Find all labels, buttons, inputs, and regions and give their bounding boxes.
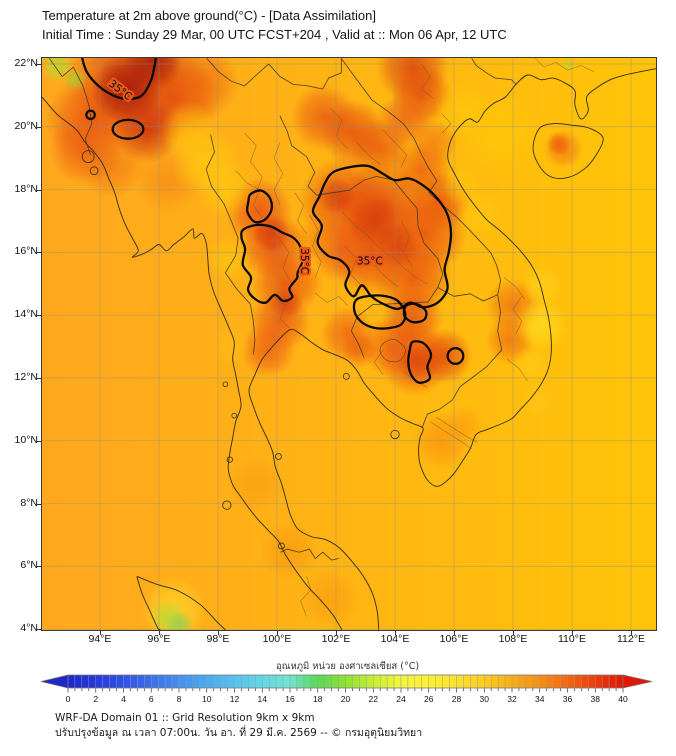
colorbar-tick-label: 38 <box>591 694 601 704</box>
header: Temperature at 2m above ground(°C) - [Da… <box>42 6 507 44</box>
lon-tickmark <box>158 631 160 635</box>
colorbar-right-arrow <box>622 674 653 689</box>
lat-tickmark <box>37 63 41 65</box>
lat-tickmark <box>37 440 41 442</box>
map-subtitle: Initial Time : Sunday 29 Mar, 00 UTC FCS… <box>42 27 507 42</box>
colorbar-tick-label: 12 <box>230 694 240 704</box>
coastlines <box>42 68 656 630</box>
lon-tick-label: 96°E <box>147 633 171 645</box>
lon-tickmark <box>571 631 573 635</box>
lat-tickmark <box>37 377 41 379</box>
contour-35c: 35°C35°C 35°C <box>81 58 465 384</box>
lon-tick-label: 98°E <box>206 633 230 645</box>
lon-tick-label: 104°E <box>380 633 410 645</box>
colorbar-tick-label: 20 <box>341 694 351 704</box>
footer-model-info: WRF-DA Domain 01 :: Grid Resolution 9km … <box>55 712 315 724</box>
lat-tick-label: 12°N <box>14 370 38 383</box>
lon-tickmark <box>394 631 396 635</box>
colorbar-tick-label: 26 <box>424 694 434 704</box>
colorbar-tick-label: 34 <box>535 694 545 704</box>
colorbar-tick-label: 40 <box>618 694 628 704</box>
temperature-heatmap-canvas <box>42 58 656 630</box>
lat-tick-label: 4°N <box>20 622 38 635</box>
map-overlay-svg: 35°C35°C 35°C <box>42 58 656 630</box>
footer: WRF-DA Domain 01 :: Grid Resolution 9km … <box>55 711 422 741</box>
contour-label: 35°C <box>357 255 383 267</box>
lat-tick-label: 20°N <box>14 119 38 132</box>
colorbar-tick-label: 16 <box>285 694 295 704</box>
lon-tickmark <box>217 631 219 635</box>
colorbar-title: อุณหภูมิ หน่วย องศาเซลเซียส (°C) <box>275 661 420 672</box>
lat-tick-label: 16°N <box>14 245 38 258</box>
map-title: Temperature at 2m above ground(°C) - [Da… <box>42 8 376 23</box>
map-frame: 35°C 35°C 35°C <box>41 57 657 631</box>
lat-tickmark <box>37 252 41 254</box>
colorbar-tick-label: 36 <box>563 694 573 704</box>
lat-tick-label: 22°N <box>14 56 38 69</box>
lon-tick-label: 106°E <box>439 633 469 645</box>
colorbar-tick-label: 0 <box>66 694 71 704</box>
colorbar-tick-label: 14 <box>258 694 268 704</box>
lat-tickmark <box>37 126 41 128</box>
lon-tickmark <box>512 631 514 635</box>
graticule <box>42 58 656 630</box>
lon-tick-label: 108°E <box>498 633 528 645</box>
lake-outline <box>379 339 406 363</box>
lon-tickmark <box>99 631 101 635</box>
country-borders <box>48 58 517 561</box>
colorbar-tick-label: 10 <box>202 694 212 704</box>
lon-tickmark <box>276 631 278 635</box>
lat-tick-label: 6°N <box>20 559 38 572</box>
footer-update-info: ปรับปรุงข้อมูล ณ เวลา 07:00น. วัน อา. ที… <box>55 727 423 739</box>
colorbar-tick-label: 24 <box>396 694 406 704</box>
colorbar-tick-label: 28 <box>452 694 462 704</box>
contour-label: 35°C <box>298 248 310 274</box>
colorbar-tick-label: 6 <box>149 694 154 704</box>
lon-tick-label: 110°E <box>558 633 586 645</box>
lat-tickmark <box>37 189 41 191</box>
colorbar-svg: 0 2 4 6 8 10 12 14 16 18 20 22 24 26 28 30 32 34 36 38 40 <box>40 674 653 704</box>
lon-tick-label: 94°E <box>88 633 112 645</box>
lon-tickmark <box>453 631 455 635</box>
lat-tickmark <box>37 629 41 631</box>
colorbar-tick-label: 18 <box>313 694 323 704</box>
lat-tick-label: 18°N <box>14 182 38 195</box>
colorbar-tick-label: 4 <box>121 694 126 704</box>
colorbar-tick-label: 8 <box>177 694 182 704</box>
lat-tick-label: 8°N <box>20 496 38 509</box>
lat-tickmark <box>37 315 41 317</box>
province-boundaries <box>235 58 595 617</box>
lat-tick-label: 14°N <box>14 308 38 321</box>
colorbar-tick-label: 32 <box>507 694 517 704</box>
colorbar-tick-label: 30 <box>480 694 490 704</box>
colorbar-tick-label: 2 <box>93 694 98 704</box>
colorbar-left-arrow <box>40 674 69 689</box>
lon-tick-label: 112°E <box>617 633 645 645</box>
lat-tick-label: 10°N <box>14 433 38 446</box>
lon-tick-label: 100°E <box>262 633 292 645</box>
colorbar: 0 2 4 6 8 10 12 14 16 18 20 22 24 26 28 30 32 34 36 38 40 <box>40 674 655 704</box>
lon-tickmark <box>630 631 632 635</box>
lon-tick-label: 102°E <box>321 633 351 645</box>
colorbar-tick-label: 22 <box>369 694 379 704</box>
lat-tickmark <box>37 566 41 568</box>
lon-tickmark <box>335 631 337 635</box>
lat-tickmark <box>37 503 41 505</box>
